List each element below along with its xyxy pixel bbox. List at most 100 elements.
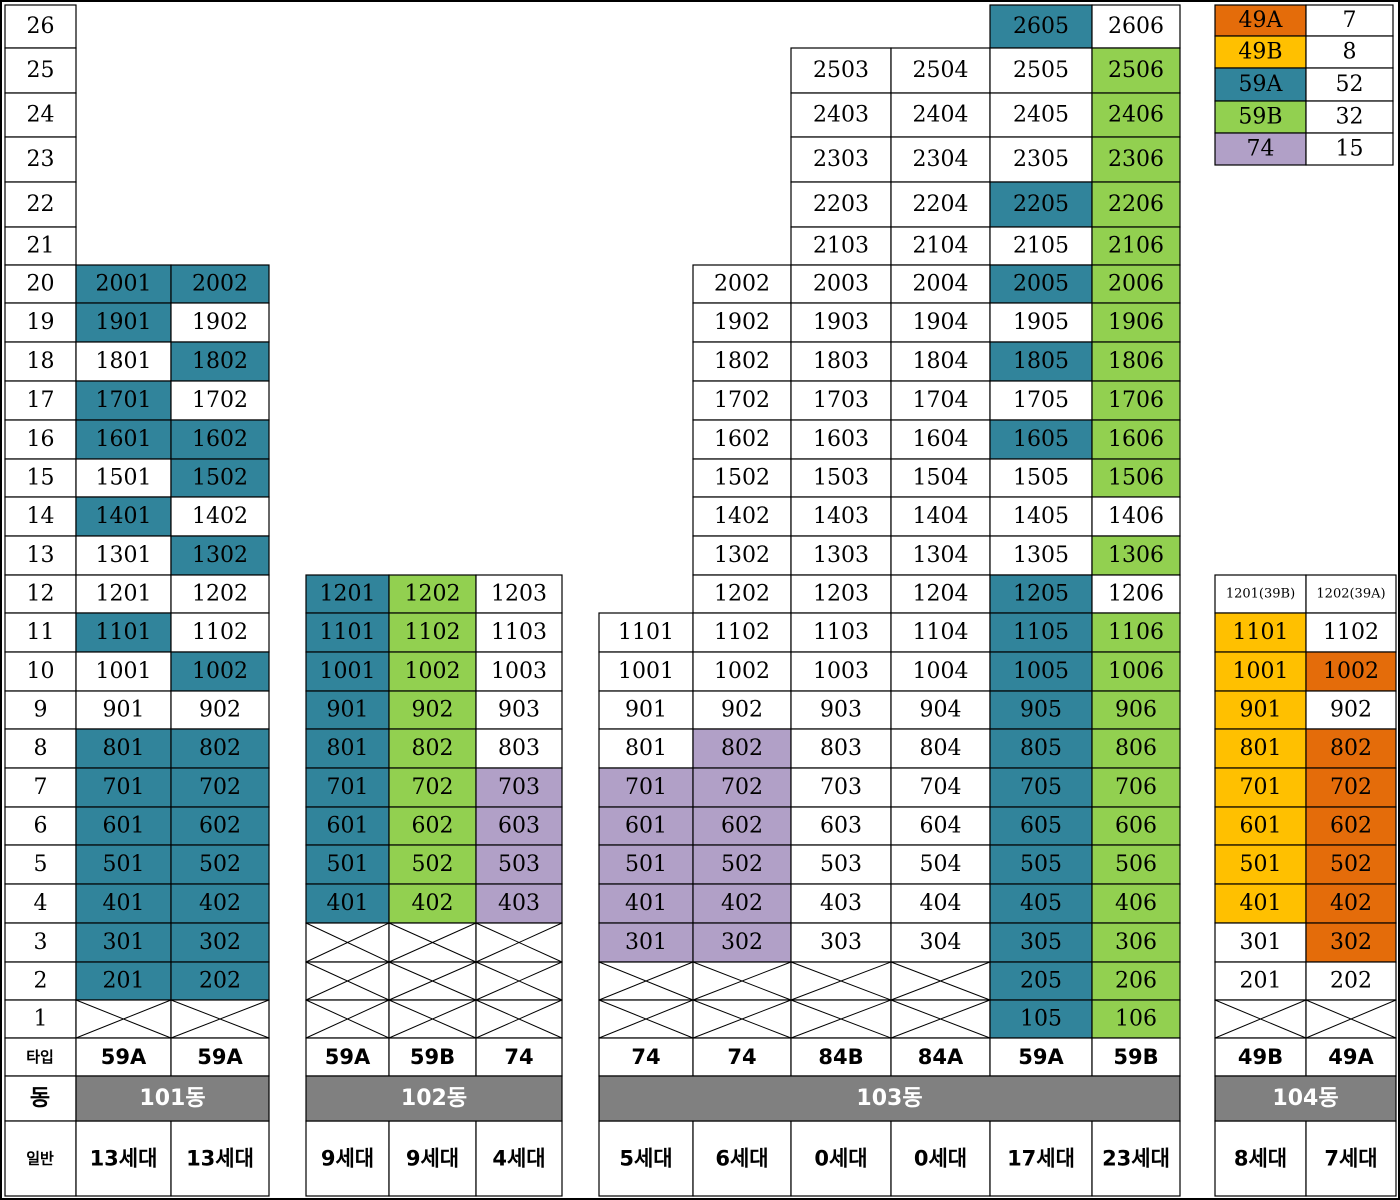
type-cell [1214,1037,1307,1077]
legend-count-cell [1305,132,1394,166]
unit-cell [1305,690,1397,730]
unit-cell [1305,961,1397,1001]
unit-number: 302 [199,930,241,955]
unit-cell [170,806,270,846]
unit-number: 401 [327,891,369,916]
unit-number: 301 [625,930,667,955]
unit-cell [170,458,270,498]
general-count: 8세대 [1234,1147,1287,1171]
no-unit-cell [170,999,270,1039]
unit-number: 202 [1330,969,1372,994]
unit-type-label: 84B [818,1045,863,1069]
unit-number: 704 [920,775,962,800]
legend-type: 74 [1247,137,1275,162]
unit-number: 1202 [714,582,770,607]
unit-number: 903 [498,698,540,723]
unit-cell [75,883,172,924]
unit-number: 902 [199,698,241,723]
unit-cell [75,651,172,692]
general-count: 0세대 [914,1147,967,1171]
unit-cell [1091,4,1181,49]
type-row-label: 타입 [26,1048,54,1066]
unit-number: 1903 [813,310,869,335]
unit-number: 1802 [192,349,248,374]
unit-number: 301 [103,930,145,955]
unit-cell [1091,47,1181,94]
unit-number: 903 [820,698,862,723]
legend-count-cell [1305,67,1394,102]
unit-cell [890,806,991,846]
unit-number: 2306 [1108,147,1164,172]
unit-number: 1101 [1233,620,1289,645]
floor-number: 15 [27,466,55,491]
unit-number: 603 [820,814,862,839]
unit-type-label: 59B [410,1045,455,1069]
unit-number: 1003 [813,659,869,684]
unit-type-label: 74 [727,1045,756,1069]
unit-number: 701 [103,775,145,800]
unit-number: 1106 [1108,620,1164,645]
unit-cell [989,458,1093,498]
unit-cell [890,612,991,653]
unit-cell [1305,651,1397,692]
unit-cell [790,226,892,266]
unit-cell [989,767,1093,808]
unit-cell [692,651,792,692]
general-count: 0세대 [814,1147,867,1171]
unit-cell [305,690,390,730]
building-name-bar [1214,1075,1397,1122]
general-count-cell [170,1120,270,1197]
floor-number: 17 [27,388,55,413]
no-unit-cell [388,922,477,963]
unit-number: 1705 [1013,388,1069,413]
floor-cell [4,883,77,924]
unit-cell [790,458,892,498]
type-cell [1091,1037,1181,1077]
unit-cell [170,535,270,576]
unit-number: 2404 [913,103,969,128]
unit-cell [989,92,1093,138]
unit-cell [1305,728,1397,769]
floor-number: 1 [34,1007,48,1032]
unit-number: 1702 [714,388,770,413]
legend-count: 15 [1336,137,1364,162]
unit-number: 1502 [714,466,770,491]
unit-cell [475,844,563,885]
unit-cell [790,380,892,421]
unit-number: 802 [199,736,241,761]
floor-cell [4,844,77,885]
no-unit-cell [305,961,390,1001]
unit-number: 1204 [913,582,969,607]
unit-number: 2304 [913,147,969,172]
unit-type-label: 59A [197,1045,243,1069]
no-unit-cell [1214,999,1307,1039]
unit-number: 1704 [913,388,969,413]
unit-number: 206 [1115,969,1157,994]
unit-number: 802 [721,736,763,761]
unit-number: 1201 [96,582,152,607]
unit-cell [790,496,892,537]
unit-number: 1305 [1013,543,1069,568]
unit-cell [790,47,892,94]
unit-cell [890,264,991,304]
unit-number: 804 [920,736,962,761]
type-header-cell [4,1037,77,1077]
unit-cell [1091,302,1181,343]
unit-number: 902 [412,698,454,723]
unit-cell [1214,574,1307,614]
unit-cell [989,574,1093,614]
unit-number: 1302 [192,543,248,568]
building-name-bar [598,1075,1181,1122]
unit-number: 701 [625,775,667,800]
unit-number: 503 [498,852,540,877]
unit-number: 2503 [813,58,869,83]
building-name-bar [75,1075,270,1122]
no-unit-cell [692,961,792,1001]
unit-cell [170,844,270,885]
unit-number: 1805 [1013,349,1069,374]
floor-cell [4,612,77,653]
floor-number: 23 [27,147,55,172]
no-unit-cell [475,961,563,1001]
unit-number: 1402 [192,504,248,529]
unit-number: 1206 [1108,582,1164,607]
